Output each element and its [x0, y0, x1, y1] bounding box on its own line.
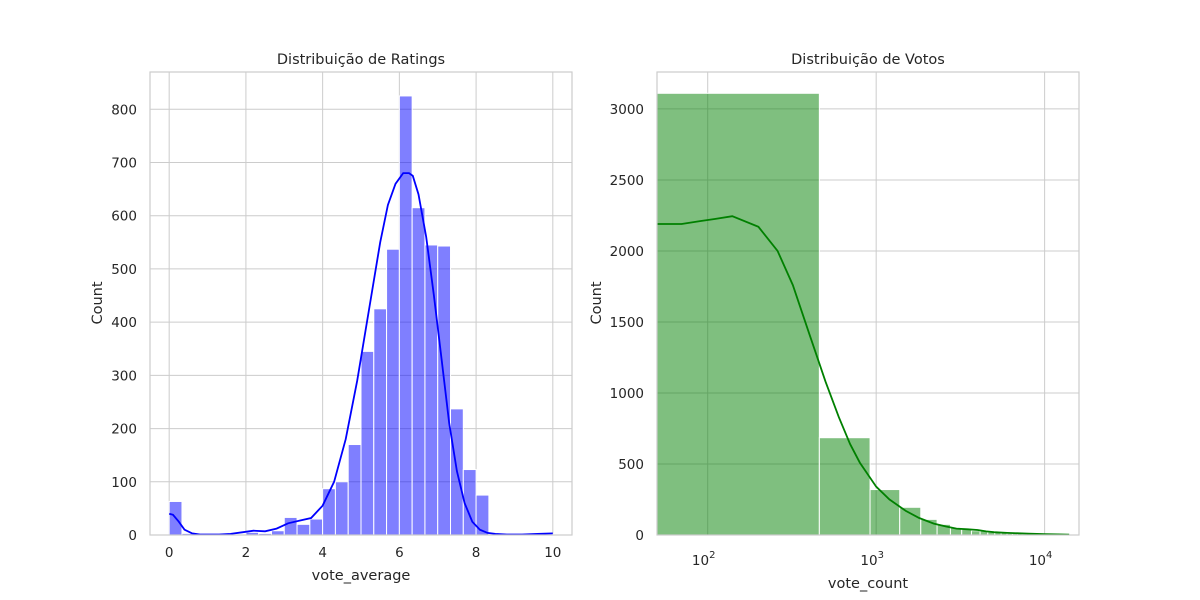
- votes-bar-0: [656, 92, 820, 536]
- ratings-ytick-label-7: 700: [111, 155, 137, 171]
- votes-ytick-label-2: 1000: [610, 386, 644, 402]
- votes-ytick-label-6: 3000: [610, 102, 644, 118]
- votes-xtick-label-2: 104: [1029, 550, 1053, 569]
- votes-bar-1: [818, 437, 871, 536]
- ratings-ytick-label-4: 400: [111, 315, 137, 331]
- ratings-bar-19: [411, 207, 426, 536]
- ratings-axes-frame: [149, 71, 573, 536]
- ratings-bar-14: [347, 444, 362, 536]
- ratings-y-ticks: 0 100 200 300 400 500 600 700 800: [111, 102, 137, 544]
- ratings-xtick-label-2: 4: [318, 545, 327, 561]
- ratings-ytick-label-6: 600: [111, 209, 137, 225]
- votes-kde-line: [657, 215, 1070, 536]
- votes-ytick-label-5: 2500: [610, 173, 644, 189]
- votes-ytick-label-0: 0: [635, 528, 644, 544]
- votes-axes-frame: [656, 71, 1080, 536]
- votes-y-ticks: 0 500 1000 1500 2000 2500 3000: [610, 102, 644, 544]
- votes-ytick-label-1: 500: [618, 457, 644, 473]
- votes-histogram: Distribuição de Votos 102 103 104 0 500 1000…: [589, 52, 1080, 592]
- ratings-ytick-label-3: 300: [111, 368, 137, 384]
- ratings-xtick-label-0: 0: [165, 545, 174, 561]
- votes-y-label: Count: [589, 281, 605, 324]
- votes-bars: [656, 92, 1069, 536]
- ratings-bar-9: [283, 516, 298, 536]
- ratings-bar-13: [334, 481, 349, 536]
- ratings-histogram: Distribuição de Ratings 0 2 4 6 8 10 0 100 200 3…: [90, 52, 573, 584]
- votes-bar-3: [899, 506, 922, 536]
- ratings-ytick-label-5: 500: [111, 262, 137, 278]
- votes-xtick-label-0: 102: [692, 550, 716, 569]
- ratings-xtick-label-4: 8: [472, 545, 481, 561]
- votes-x-ticks: 102 103 104: [692, 550, 1052, 569]
- ratings-title: Distribuição de Ratings: [277, 52, 445, 68]
- ratings-ytick-label-0: 0: [128, 528, 137, 544]
- ratings-xtick-label-3: 6: [395, 545, 404, 561]
- ratings-ytick-label-1: 100: [111, 475, 137, 491]
- ratings-bar-17: [386, 248, 400, 536]
- votes-ytick-label-4: 2000: [610, 244, 644, 260]
- votes-ytick-label-3: 1500: [610, 315, 644, 331]
- votes-title: Distribuição de Votos: [791, 52, 945, 68]
- ratings-bar-16: [373, 308, 388, 536]
- ratings-bar-15: [360, 350, 375, 536]
- ratings-y-label: Count: [90, 281, 106, 324]
- votes-bar-2: [869, 489, 901, 536]
- ratings-gridlines: [150, 72, 572, 536]
- ratings-ytick-label-8: 800: [111, 102, 137, 118]
- ratings-x-ticks: 0 2 4 6 8 10: [165, 545, 562, 561]
- ratings-bar-18: [398, 95, 413, 536]
- ratings-x-label: vote_average: [312, 568, 411, 584]
- ratings-bars: [168, 95, 554, 536]
- ratings-bar-20: [424, 244, 439, 536]
- votes-bar-8: [970, 530, 981, 536]
- ratings-bar-8: [270, 530, 285, 536]
- ratings-bar-12: [322, 488, 336, 536]
- votes-x-label: vote_count: [828, 576, 909, 592]
- ratings-bar-21: [437, 245, 452, 536]
- votes-xtick-label-1: 103: [860, 550, 884, 569]
- ratings-bar-11: [309, 518, 324, 536]
- ratings-ytick-label-2: 200: [111, 422, 137, 438]
- ratings-xtick-label-5: 10: [544, 545, 561, 561]
- ratings-xtick-label-1: 2: [242, 545, 251, 561]
- ratings-bar-10: [296, 523, 311, 536]
